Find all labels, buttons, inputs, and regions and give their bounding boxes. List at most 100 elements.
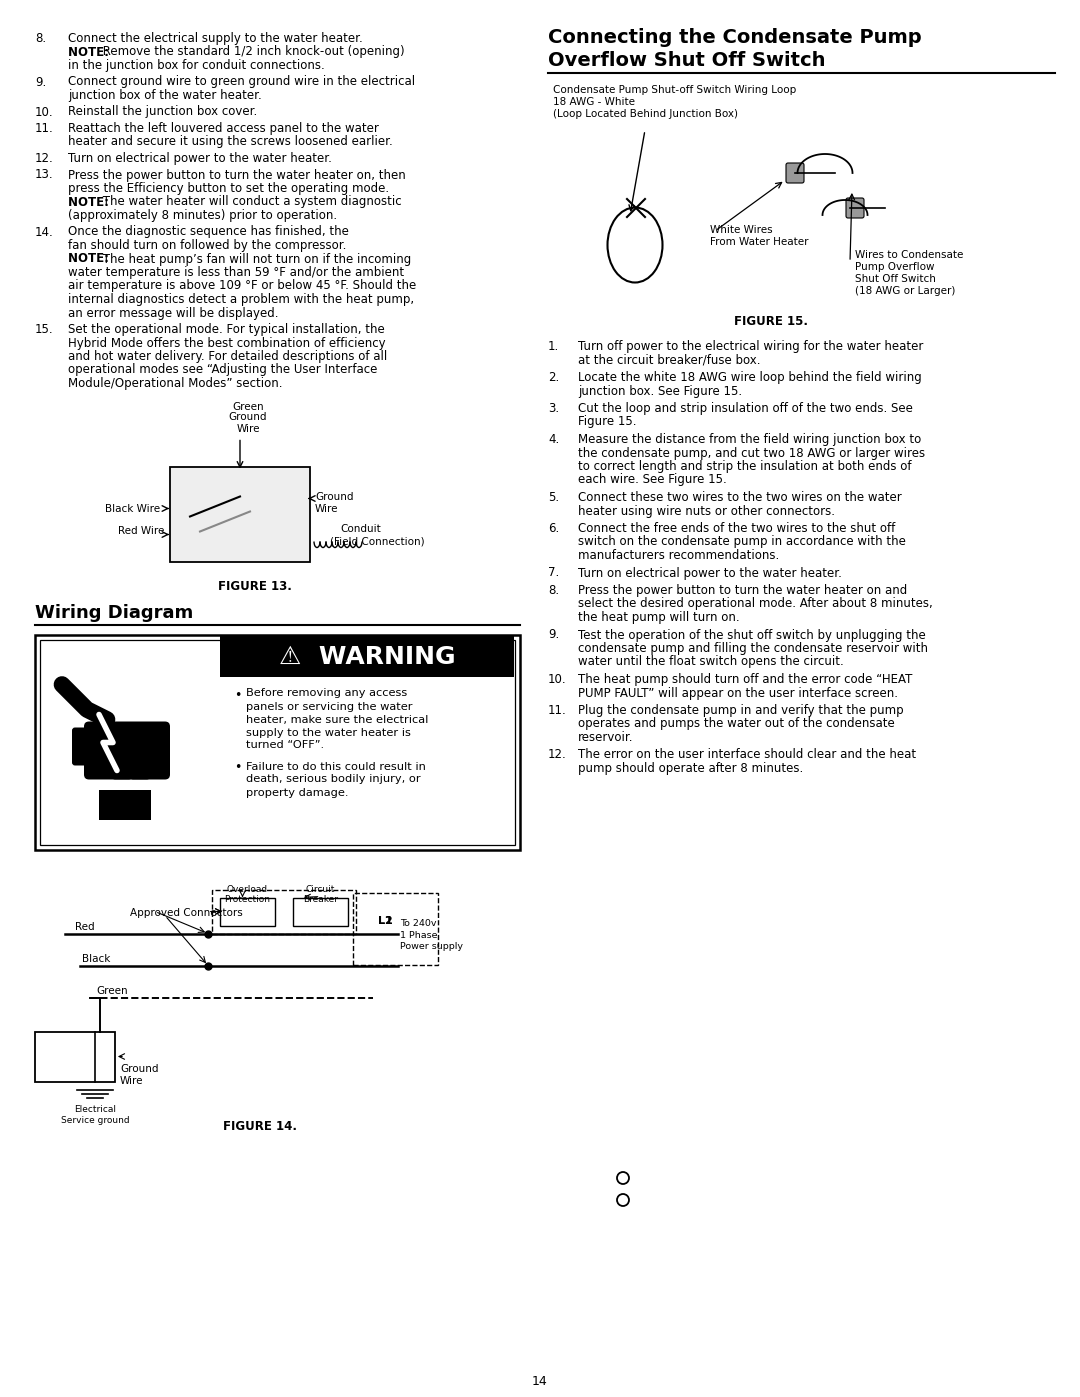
Text: Overflow Shut Off Switch: Overflow Shut Off Switch [548, 52, 825, 70]
Text: White Wires: White Wires [710, 225, 772, 235]
Text: 3.: 3. [548, 402, 559, 415]
Text: water until the float switch opens the circuit.: water until the float switch opens the c… [578, 655, 843, 669]
Text: Red Wire: Red Wire [118, 527, 164, 536]
Text: NOTE:: NOTE: [68, 253, 113, 265]
Text: air temperature is above 109 °F or below 45 °F. Should the: air temperature is above 109 °F or below… [68, 279, 416, 292]
Text: Turn on electrical power to the water heater.: Turn on electrical power to the water he… [578, 567, 842, 580]
Text: 14: 14 [532, 1375, 548, 1389]
Text: property damage.: property damage. [246, 788, 349, 798]
Text: 14.: 14. [35, 225, 54, 239]
Text: FIGURE 15.: FIGURE 15. [734, 314, 809, 328]
Text: Set the operational mode. For typical installation, the: Set the operational mode. For typical in… [68, 323, 384, 337]
Text: L2: L2 [378, 915, 393, 925]
Text: ⚠  WARNING: ⚠ WARNING [279, 644, 456, 669]
Text: From Water Heater: From Water Heater [710, 237, 809, 247]
Text: Once the diagnostic sequence has finished, the: Once the diagnostic sequence has finishe… [68, 225, 349, 239]
Text: The heat pump’s fan will not turn on if the incoming: The heat pump’s fan will not turn on if … [98, 253, 411, 265]
Bar [40, 640, 515, 845]
Text: Hybrid Mode offers the best combination of efficiency: Hybrid Mode offers the best combination … [68, 337, 386, 349]
Bar [212, 890, 356, 933]
Text: the heat pump will turn on.: the heat pump will turn on. [578, 610, 740, 624]
Text: Before removing any access: Before removing any access [246, 689, 407, 698]
Text: in the junction box for conduit connections.: in the junction box for conduit connecti… [68, 59, 325, 73]
Text: select the desired operational mode. After about 8 minutes,: select the desired operational mode. Aft… [578, 598, 933, 610]
Text: (Loop Located Behind Junction Box): (Loop Located Behind Junction Box) [553, 109, 738, 119]
Text: The error on the user interface should clear and the heat: The error on the user interface should c… [578, 749, 916, 761]
Text: heater and secure it using the screws loosened earlier.: heater and secure it using the screws lo… [68, 136, 393, 148]
Text: Approved Connectors: Approved Connectors [130, 908, 243, 918]
Text: Ground: Ground [315, 492, 353, 502]
Text: NOTE:: NOTE: [68, 196, 113, 208]
Text: 12.: 12. [35, 152, 54, 165]
Text: 11.: 11. [548, 704, 567, 717]
Text: 10.: 10. [548, 673, 567, 686]
Text: operates and pumps the water out of the condensate: operates and pumps the water out of the … [578, 718, 894, 731]
Text: Overload
Protection: Overload Protection [225, 884, 270, 904]
Text: 12.: 12. [548, 749, 567, 761]
Bar [35, 634, 519, 849]
Text: Condensate Pump Shut-off Switch Wiring Loop: Condensate Pump Shut-off Switch Wiring L… [553, 85, 796, 95]
Text: 7.: 7. [548, 567, 559, 580]
Text: Plug the condensate pump in and verify that the pump: Plug the condensate pump in and verify t… [578, 704, 904, 717]
Text: Pump Overflow: Pump Overflow [855, 263, 934, 272]
Text: The heat pump should turn off and the error code “HEAT: The heat pump should turn off and the er… [578, 673, 913, 686]
Text: (18 AWG or Larger): (18 AWG or Larger) [855, 286, 956, 296]
Text: FIGURE 13.: FIGURE 13. [218, 580, 292, 592]
Text: 18 AWG - White: 18 AWG - White [553, 96, 635, 108]
Text: Conduit: Conduit [340, 524, 381, 535]
Text: Wire: Wire [237, 423, 260, 433]
Text: Remove the standard 1/2 inch knock-out (opening): Remove the standard 1/2 inch knock-out (… [98, 46, 404, 59]
Text: Turn off power to the electrical wiring for the water heater: Turn off power to the electrical wiring … [578, 339, 923, 353]
Text: (approximately 8 minutes) prior to operation.: (approximately 8 minutes) prior to opera… [68, 210, 337, 222]
Bar [220, 897, 275, 925]
Text: Wiring Diagram: Wiring Diagram [35, 605, 193, 623]
Text: Wires to Condensate: Wires to Condensate [855, 250, 963, 260]
Text: Test the operation of the shut off switch by unplugging the: Test the operation of the shut off switc… [578, 629, 926, 641]
Bar [353, 893, 438, 964]
Text: L1: L1 [378, 915, 393, 925]
Text: at the circuit breaker/fuse box.: at the circuit breaker/fuse box. [578, 353, 760, 366]
Text: each wire. See Figure 15.: each wire. See Figure 15. [578, 474, 727, 486]
Text: press the Efficiency button to set the operating mode.: press the Efficiency button to set the o… [68, 182, 389, 196]
Bar [170, 467, 310, 562]
Text: Green: Green [232, 401, 264, 412]
Text: Connect these two wires to the two wires on the water: Connect these two wires to the two wires… [578, 490, 902, 504]
Text: 13.: 13. [35, 169, 54, 182]
Bar [220, 634, 514, 676]
Text: manufacturers recommendations.: manufacturers recommendations. [578, 549, 780, 562]
Text: Measure the distance from the field wiring junction box to: Measure the distance from the field wiri… [578, 433, 921, 446]
Text: 5.: 5. [548, 490, 559, 504]
Text: Shut Off Switch: Shut Off Switch [855, 274, 936, 284]
Text: heater, make sure the electrical: heater, make sure the electrical [246, 714, 429, 725]
FancyBboxPatch shape [84, 721, 170, 780]
Text: Turn on electrical power to the water heater.: Turn on electrical power to the water he… [68, 152, 332, 165]
Text: turned “OFF”.: turned “OFF”. [246, 740, 324, 750]
Text: operational modes see “Adjusting the User Interface: operational modes see “Adjusting the Use… [68, 363, 377, 377]
Text: Electrical
Service ground: Electrical Service ground [60, 1105, 130, 1125]
Text: to correct length and strip the insulation at both ends of: to correct length and strip the insulati… [578, 460, 912, 474]
Text: panels or servicing the water: panels or servicing the water [246, 701, 413, 711]
Text: Module/Operational Modes” section.: Module/Operational Modes” section. [68, 377, 283, 390]
Text: Connect the electrical supply to the water heater.: Connect the electrical supply to the wat… [68, 32, 363, 45]
Text: 15.: 15. [35, 323, 54, 337]
Text: 2.: 2. [548, 372, 559, 384]
Text: Green: Green [96, 986, 127, 996]
Text: heater using wire nuts or other connectors.: heater using wire nuts or other connecto… [578, 504, 835, 517]
Text: Connect ground wire to green ground wire in the electrical: Connect ground wire to green ground wire… [68, 75, 415, 88]
Text: 1.: 1. [548, 339, 559, 353]
Text: Connecting the Condensate Pump: Connecting the Condensate Pump [548, 28, 921, 47]
Text: The water heater will conduct a system diagnostic: The water heater will conduct a system d… [98, 196, 402, 208]
Bar [99, 789, 151, 820]
Text: internal diagnostics detect a problem with the heat pump,: internal diagnostics detect a problem wi… [68, 293, 414, 306]
FancyBboxPatch shape [72, 728, 96, 766]
Text: Figure 15.: Figure 15. [578, 415, 636, 429]
Text: Ground
Wire: Ground Wire [120, 1065, 159, 1085]
Text: FIGURE 14.: FIGURE 14. [222, 1119, 297, 1133]
Text: PUMP FAULT” will appear on the user interface screen.: PUMP FAULT” will appear on the user inte… [578, 686, 897, 700]
Text: junction box. See Figure 15.: junction box. See Figure 15. [578, 384, 742, 398]
Text: 11.: 11. [35, 122, 54, 136]
Text: (Field Connection): (Field Connection) [330, 536, 424, 546]
Text: switch on the condensate pump in accordance with the: switch on the condensate pump in accorda… [578, 535, 906, 549]
Text: water temperature is less than 59 °F and/or the ambient: water temperature is less than 59 °F and… [68, 265, 404, 279]
Text: 10.: 10. [35, 106, 54, 119]
